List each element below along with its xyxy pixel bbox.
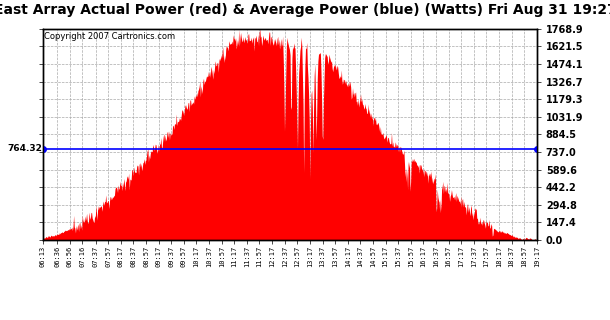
Text: 764.32: 764.32 (7, 144, 42, 153)
Text: East Array Actual Power (red) & Average Power (blue) (Watts) Fri Aug 31 19:27: East Array Actual Power (red) & Average … (0, 3, 610, 17)
Text: Copyright 2007 Cartronics.com: Copyright 2007 Cartronics.com (44, 32, 175, 41)
